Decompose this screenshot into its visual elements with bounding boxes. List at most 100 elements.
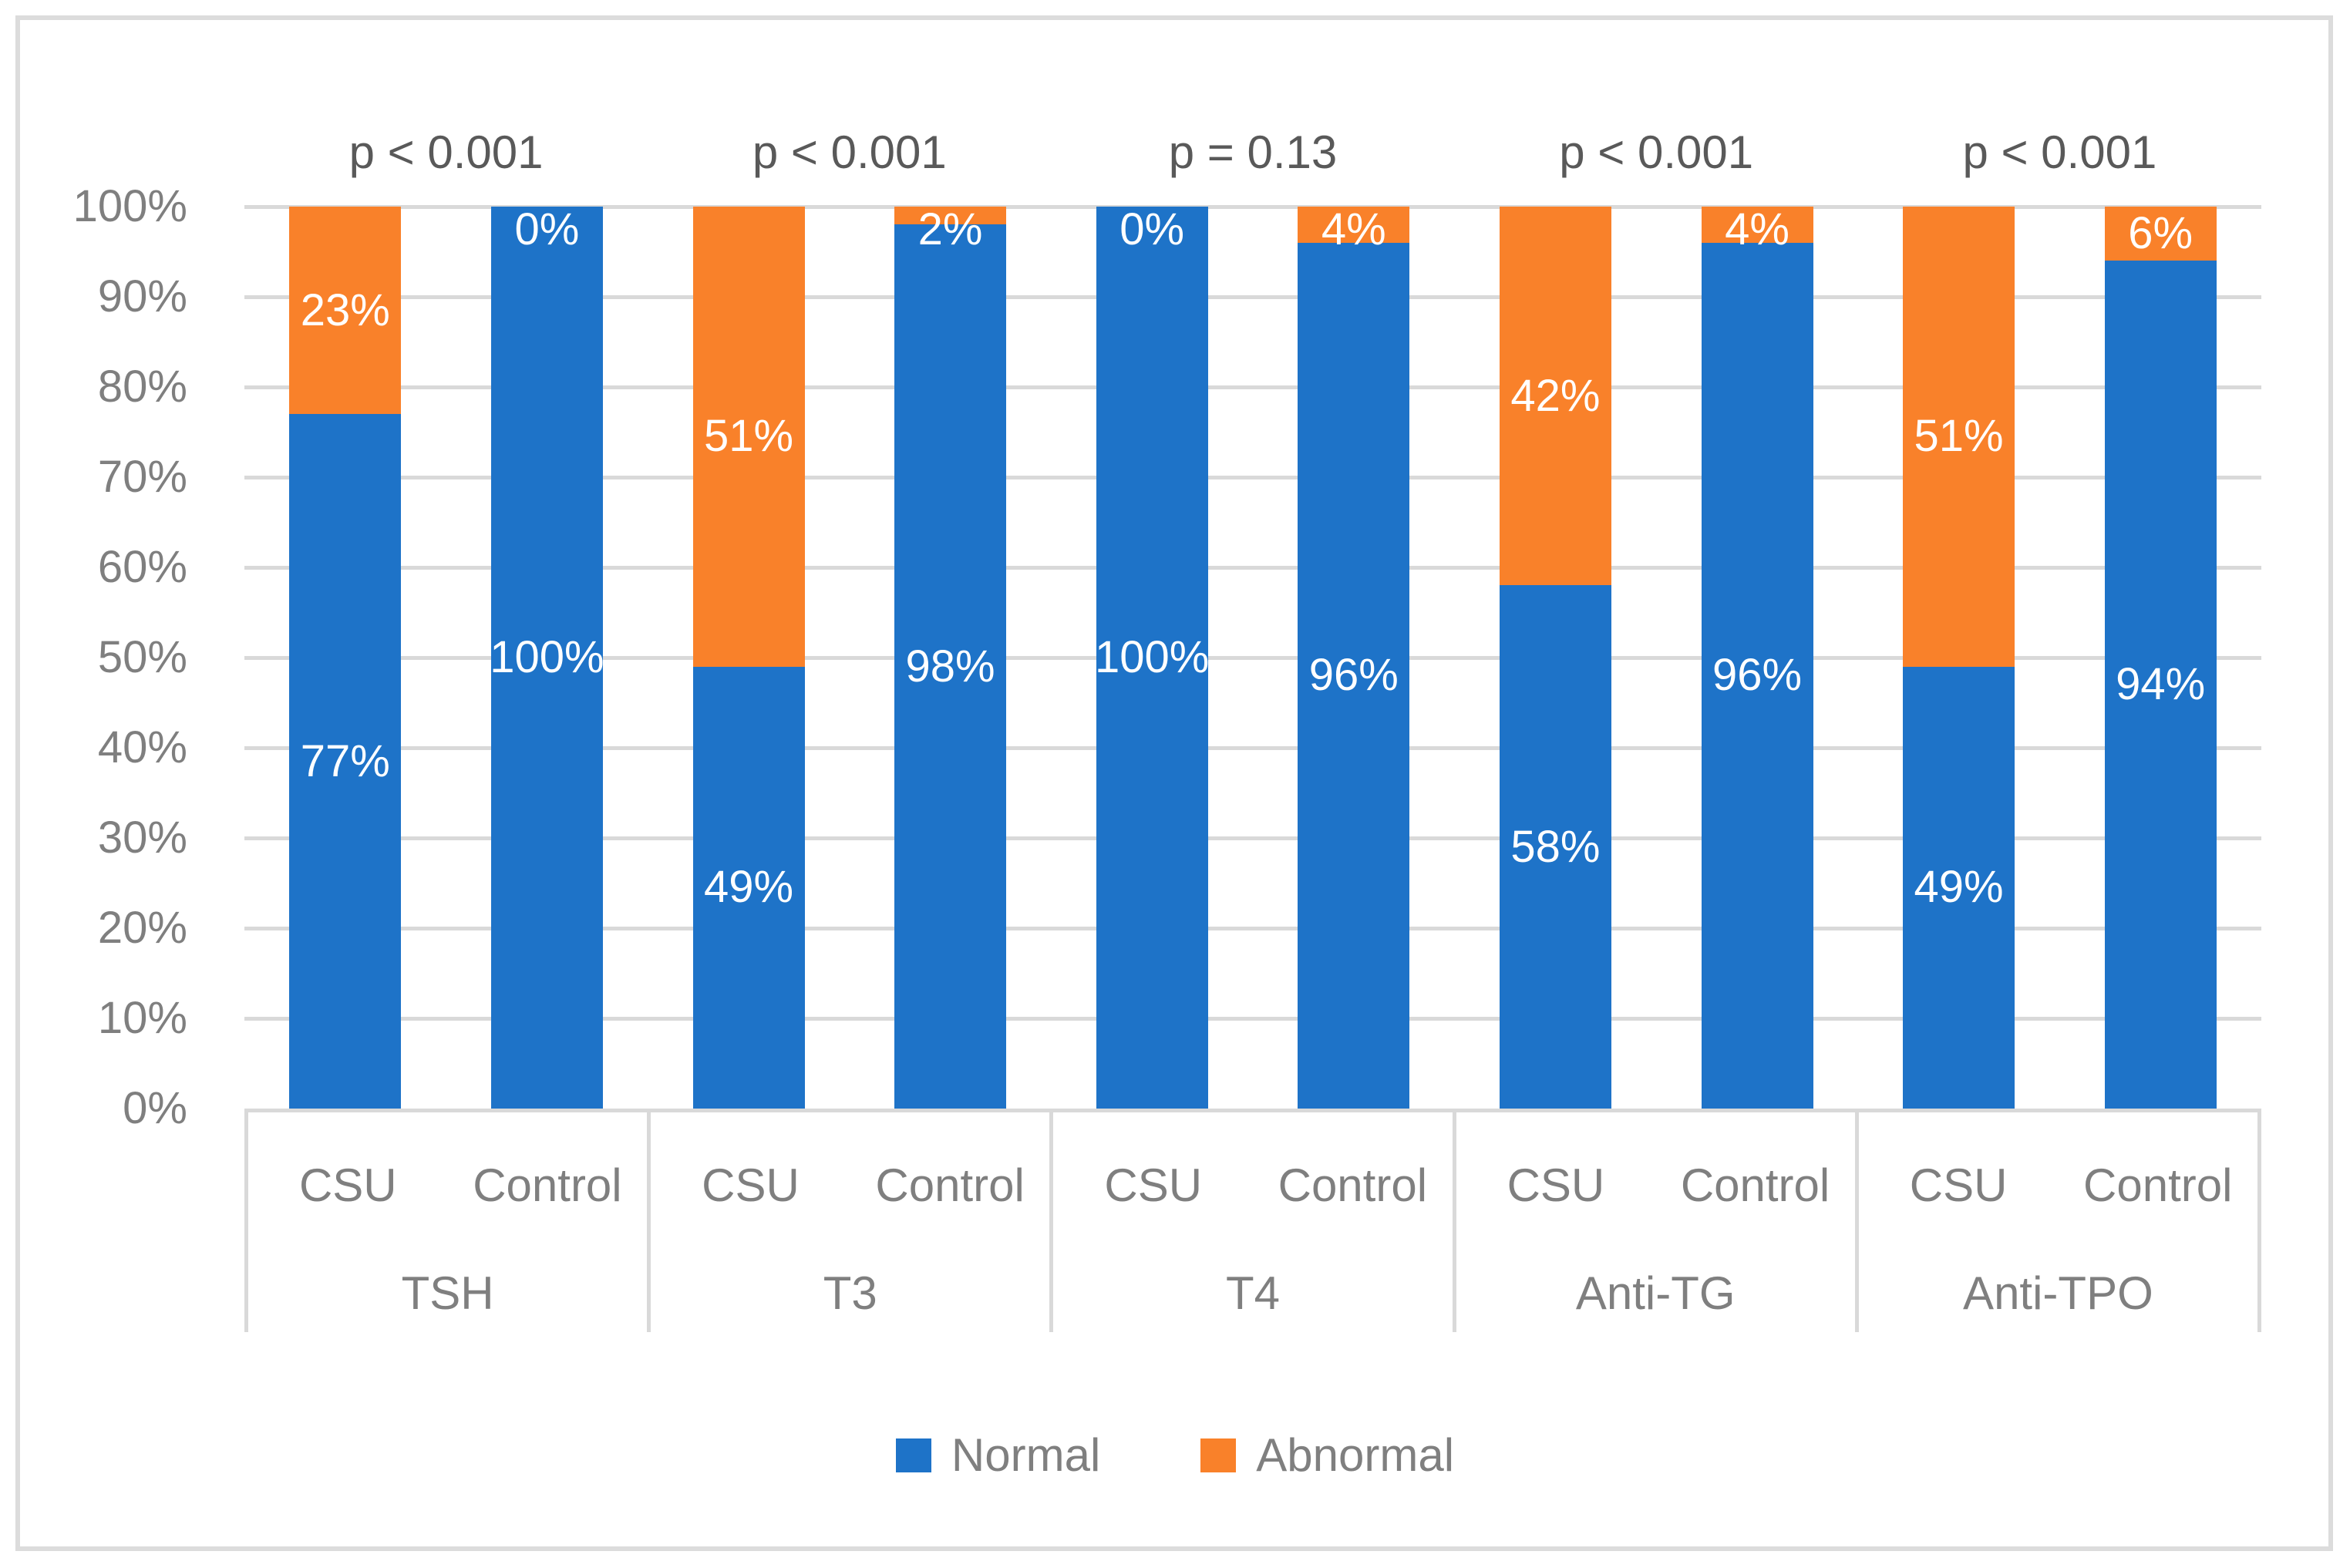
segment-label-normal: 98% (905, 641, 995, 691)
p-value-label: p < 0.001 (1962, 126, 2157, 178)
y-axis-tick-label: 30% (97, 813, 187, 863)
segment-normal (1298, 242, 1410, 1109)
segment-label-abnormal: 51% (703, 411, 794, 462)
axis-group-cell-t3: CSU Control T3 (647, 1112, 1049, 1332)
segment-normal (2104, 261, 2217, 1109)
category-label-row: CSU Control (651, 1112, 1049, 1228)
segment-label-normal: 49% (703, 862, 794, 913)
category-label-csu: CSU (1507, 1159, 1605, 1211)
category-label-row: CSU Control (1859, 1112, 2257, 1228)
segment-label-normal: 94% (2116, 659, 2206, 710)
y-axis-tick-label: 10% (97, 993, 187, 1043)
gridline (244, 204, 2261, 209)
category-label-control: Control (1680, 1159, 1830, 1211)
segment-abnormal (1903, 207, 2015, 667)
y-axis-tick-label: 20% (97, 903, 187, 953)
y-axis-tick-label: 80% (97, 362, 187, 412)
gridline (244, 836, 2261, 840)
group-label-t4: T4 (1225, 1267, 1281, 1319)
gridline (244, 926, 2261, 930)
category-label-row: CSU Control (248, 1112, 647, 1228)
category-label-control: Control (875, 1159, 1025, 1211)
segment-abnormal (1701, 207, 1813, 243)
segment-abnormal (894, 207, 1007, 225)
bar-anti-tg-csu: 42% 58% (1499, 207, 1611, 1109)
segment-label-abnormal: 6% (2128, 208, 2193, 259)
gridline (244, 475, 2261, 479)
gridline (244, 294, 2261, 299)
bar-t4-control: 4% 96% (1298, 204, 1410, 1109)
segment-label-abnormal: 0% (514, 204, 580, 254)
segment-label-normal: 77% (300, 735, 390, 786)
y-axis-tick-label: 50% (97, 632, 187, 682)
p-value-label: p = 0.13 (1168, 126, 1338, 178)
axis-group-cell-anti-tg: CSU Control Anti-TG (1452, 1112, 1855, 1332)
legend-item-abnormal: Abnormal (1200, 1432, 1454, 1479)
bar-tsh-control: 0% 100% (490, 204, 604, 1109)
segment-label-normal: 96% (1308, 650, 1399, 701)
segment-label-normal: 96% (1712, 650, 1803, 701)
p-value-label: p < 0.001 (752, 126, 947, 178)
category-label-csu: CSU (702, 1159, 800, 1211)
category-label-control: Control (1278, 1159, 1428, 1211)
gridline (244, 655, 2261, 660)
category-label-csu: CSU (1104, 1159, 1203, 1211)
segment-label-abnormal: 0% (1119, 204, 1185, 254)
p-value-label: p < 0.001 (348, 126, 544, 178)
segment-normal (894, 224, 1007, 1109)
segment-abnormal (692, 207, 805, 667)
segment-label-abnormal: 4% (1725, 204, 1789, 254)
segment-label-abnormal: 23% (300, 284, 390, 335)
legend-swatch-normal (895, 1438, 931, 1472)
gridline (244, 385, 2261, 389)
axis-group-cell-tsh: CSU Control TSH (244, 1112, 647, 1332)
y-axis-tick-label: 60% (97, 542, 187, 592)
y-axis-tick-label: 70% (97, 452, 187, 502)
bar-t4-csu: 0% 100% (1095, 204, 1209, 1109)
legend-item-normal: Normal (895, 1429, 1101, 1481)
segment-label-abnormal: 4% (1321, 204, 1386, 254)
group-label-t3: T3 (823, 1267, 877, 1319)
category-label-control: Control (2083, 1159, 2233, 1211)
legend-swatch-abnormal (1200, 1438, 1237, 1472)
legend-label: Normal (951, 1429, 1101, 1481)
segment-normal (490, 207, 603, 1109)
gridline (244, 565, 2261, 570)
category-label-csu: CSU (298, 1159, 397, 1211)
legend: Normal Abnormal (0, 1428, 2350, 1482)
segment-normal (289, 414, 402, 1109)
segment-abnormal (289, 207, 402, 415)
segment-label-normal: 100% (490, 632, 604, 682)
legend-label: Abnormal (1256, 1429, 1455, 1481)
axis-group-cell-t4: CSU Control T4 (1049, 1112, 1452, 1332)
bar-anti-tpo-csu: 51% 49% (1903, 207, 2015, 1109)
segment-abnormal (1298, 207, 1410, 243)
segment-normal (1701, 242, 1813, 1109)
category-label-control: Control (473, 1159, 622, 1211)
segment-abnormal (2104, 207, 2217, 261)
segment-normal (1096, 207, 1208, 1109)
segment-label-abnormal: 2% (917, 204, 983, 254)
y-axis-tick-label: 40% (97, 722, 187, 772)
bar-t3-control: 2% 98% (894, 204, 1007, 1109)
gridline (244, 745, 2261, 750)
x-axis-band: CSU Control TSH CSU Control T3 CSU Control T4 CSU… (244, 1109, 2262, 1332)
y-axis-tick-label: 0% (123, 1083, 187, 1133)
y-axis-tick-label: 100% (72, 181, 187, 231)
segment-label-abnormal: 51% (1914, 411, 2004, 462)
group-label-anti-tpo: Anti-TPO (1963, 1267, 2153, 1319)
segment-label-normal: 58% (1510, 821, 1601, 872)
y-axis-tick-label: 90% (97, 271, 187, 321)
segment-normal (1903, 666, 2015, 1109)
category-label-csu: CSU (1909, 1159, 2008, 1211)
segment-normal (1499, 585, 1611, 1109)
group-label-tsh: TSH (401, 1267, 494, 1319)
segment-abnormal (1499, 207, 1611, 586)
gridline (244, 1016, 2261, 1021)
bar-tsh-csu: 23% 77% (289, 207, 402, 1109)
bar-anti-tg-control: 4% 96% (1701, 204, 1813, 1109)
segment-label-normal: 49% (1914, 862, 2004, 913)
group-label-anti-tg: Anti-TG (1575, 1267, 1736, 1319)
p-value-label: p < 0.001 (1559, 126, 1754, 178)
